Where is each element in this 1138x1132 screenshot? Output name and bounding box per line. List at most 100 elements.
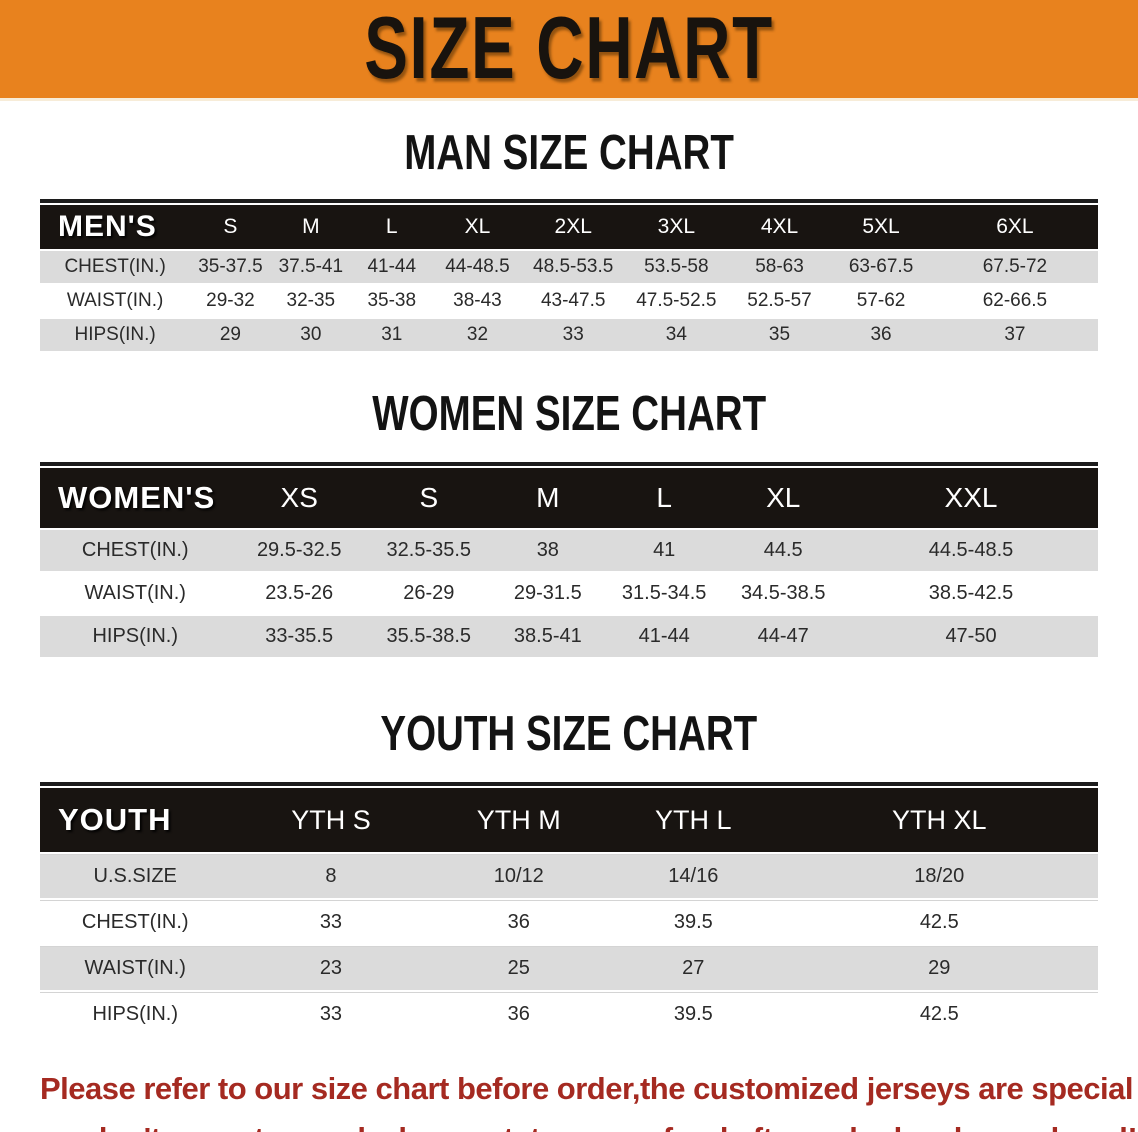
size-value-cell: 23.5-26 xyxy=(230,573,368,614)
size-value-cell: 52.5-57 xyxy=(728,285,831,317)
measurement-row: CHEST(IN.) 35-37.5 37.5-41 41-44 44-48.5 48.5… xyxy=(40,251,1098,283)
size-value-cell: 14/16 xyxy=(606,854,781,898)
size-value-cell: 41-44 xyxy=(606,616,723,657)
size-value-cell: 63-67.5 xyxy=(830,251,932,283)
size-value-cell: 42.5 xyxy=(780,900,1098,944)
table-group-label: WOMEN'S xyxy=(40,468,231,528)
women-size-table: WOMEN'S XS S M L XL XXL CHEST(IN.) 29.5-32.5 32.5… xyxy=(40,462,1098,659)
man-size-chart-section: MAN SIZE CHART MEN'S S M L XL 2XL 3XL 4XL 5XL 6XL… xyxy=(0,123,1138,353)
size-value-cell: 41-44 xyxy=(351,251,433,283)
size-table-header-row: YOUTH YTH S YTH M YTH L YTH XL xyxy=(40,788,1098,852)
size-value-cell: 32-35 xyxy=(270,285,352,317)
women-size-chart-section: WOMEN SIZE CHART WOMEN'S XS S M L XL XXL CHEST(… xyxy=(0,384,1138,659)
size-value-cell: 47.5-52.5 xyxy=(623,285,729,317)
order-disclaimer-line-1: Please refer to our size chart before or… xyxy=(40,1071,1138,1106)
size-value-cell: 29 xyxy=(780,946,1098,990)
order-disclaimer-line-2: we don't accept cancel, change, teturn o… xyxy=(40,1114,1138,1132)
size-value-cell: 33 xyxy=(230,900,432,944)
size-value-cell: 8 xyxy=(230,854,432,898)
size-column-header: M xyxy=(489,468,606,528)
measurement-row: WAIST(IN.) 23 25 27 29 xyxy=(40,946,1098,990)
size-column-header: YTH S xyxy=(230,788,432,852)
size-value-cell: 33 xyxy=(522,319,624,351)
size-value-cell: 33 xyxy=(230,992,432,1036)
size-column-header: YTH XL xyxy=(780,788,1098,852)
size-value-cell: 67.5-72 xyxy=(931,251,1098,283)
size-value-cell: 31.5-34.5 xyxy=(606,573,723,614)
size-value-cell: 44-48.5 xyxy=(432,251,523,283)
size-value-cell: 33-35.5 xyxy=(230,616,368,657)
size-table-header-row: WOMEN'S XS S M L XL XXL xyxy=(40,468,1098,528)
size-column-header: 4XL xyxy=(728,205,831,249)
banner-title: SIZE CHART xyxy=(364,0,774,98)
size-value-cell: 58-63 xyxy=(728,251,831,283)
size-value-cell: 34.5-38.5 xyxy=(722,573,845,614)
measurement-row: CHEST(IN.) 29.5-32.5 32.5-35.5 38 41 44.5 44.5… xyxy=(40,530,1098,571)
size-value-cell: 39.5 xyxy=(606,900,781,944)
size-value-cell: 32 xyxy=(432,319,523,351)
women-size-chart-heading-text: WOMEN SIZE CHART xyxy=(372,384,766,441)
size-column-header: YTH L xyxy=(606,788,781,852)
size-value-cell: 38 xyxy=(489,530,606,571)
size-column-header: L xyxy=(351,205,433,249)
size-value-cell: 29-31.5 xyxy=(489,573,606,614)
measurement-row: HIPS(IN.) 29 30 31 32 33 34 35 36 37 xyxy=(40,319,1098,351)
size-value-cell: 36 xyxy=(830,319,932,351)
row-label: CHEST(IN.) xyxy=(40,251,191,283)
size-value-cell: 29-32 xyxy=(190,285,271,317)
size-column-header: 3XL xyxy=(623,205,729,249)
measurement-row: WAIST(IN.) 29-32 32-35 35-38 38-43 43-47.5 47.… xyxy=(40,285,1098,317)
size-column-header: XXL xyxy=(844,468,1098,528)
size-column-header: 5XL xyxy=(830,205,932,249)
size-column-header: M xyxy=(270,205,352,249)
size-value-cell: 34 xyxy=(623,319,729,351)
order-disclaimer: Please refer to our size chart before or… xyxy=(40,1064,1138,1132)
row-label: WAIST(IN.) xyxy=(40,573,231,614)
size-value-cell: 32.5-35.5 xyxy=(367,530,490,571)
measurement-row: WAIST(IN.) 23.5-26 26-29 29-31.5 31.5-34.5 34… xyxy=(40,573,1098,614)
size-value-cell: 38.5-41 xyxy=(489,616,606,657)
man-size-table: MEN'S S M L XL 2XL 3XL 4XL 5XL 6XL CHEST(IN.) 35-37… xyxy=(40,199,1098,353)
man-size-chart-heading: MAN SIZE CHART xyxy=(0,123,1138,180)
size-chart-banner: SIZE CHART xyxy=(0,0,1138,101)
size-column-header: L xyxy=(606,468,723,528)
row-label: U.S.SIZE xyxy=(40,854,231,898)
size-value-cell: 47-50 xyxy=(844,616,1098,657)
size-value-cell: 36 xyxy=(431,900,607,944)
measurement-row: HIPS(IN.) 33-35.5 35.5-38.5 38.5-41 41-44 44-… xyxy=(40,616,1098,657)
size-value-cell: 44-47 xyxy=(722,616,845,657)
size-value-cell: 37 xyxy=(931,319,1098,351)
size-column-header: XS xyxy=(230,468,368,528)
size-value-cell: 35-38 xyxy=(351,285,433,317)
size-value-cell: 29 xyxy=(190,319,271,351)
table-group-label: MEN'S xyxy=(40,205,191,249)
size-value-cell: 38-43 xyxy=(432,285,523,317)
size-value-cell: 62-66.5 xyxy=(931,285,1098,317)
size-value-cell: 35 xyxy=(728,319,831,351)
table-group-label: YOUTH xyxy=(40,788,231,852)
row-label: HIPS(IN.) xyxy=(40,616,231,657)
size-value-cell: 39.5 xyxy=(606,992,781,1036)
size-value-cell: 10/12 xyxy=(431,854,607,898)
size-table-header-row: MEN'S S M L XL 2XL 3XL 4XL 5XL 6XL xyxy=(40,205,1098,249)
size-value-cell: 37.5-41 xyxy=(270,251,352,283)
size-column-header: XL xyxy=(432,205,523,249)
measurement-row: CHEST(IN.) 33 36 39.5 42.5 xyxy=(40,900,1098,944)
size-value-cell: 44.5 xyxy=(722,530,845,571)
row-label: CHEST(IN.) xyxy=(40,900,231,944)
row-label: WAIST(IN.) xyxy=(40,946,231,990)
size-value-cell: 43-47.5 xyxy=(522,285,624,317)
size-column-header: 2XL xyxy=(522,205,624,249)
size-value-cell: 48.5-53.5 xyxy=(522,251,624,283)
size-value-cell: 35-37.5 xyxy=(190,251,271,283)
man-size-chart-heading-text: MAN SIZE CHART xyxy=(404,123,734,180)
row-label: WAIST(IN.) xyxy=(40,285,191,317)
size-value-cell: 57-62 xyxy=(830,285,932,317)
size-value-cell: 30 xyxy=(270,319,352,351)
size-column-header: YTH M xyxy=(431,788,607,852)
row-label: HIPS(IN.) xyxy=(40,992,231,1036)
youth-size-chart-heading: YOUTH SIZE CHART xyxy=(0,708,1138,757)
youth-size-table: YOUTH YTH S YTH M YTH L YTH XL U.S.SIZE 8 10/12… xyxy=(40,782,1098,1038)
size-value-cell: 23 xyxy=(230,946,432,990)
